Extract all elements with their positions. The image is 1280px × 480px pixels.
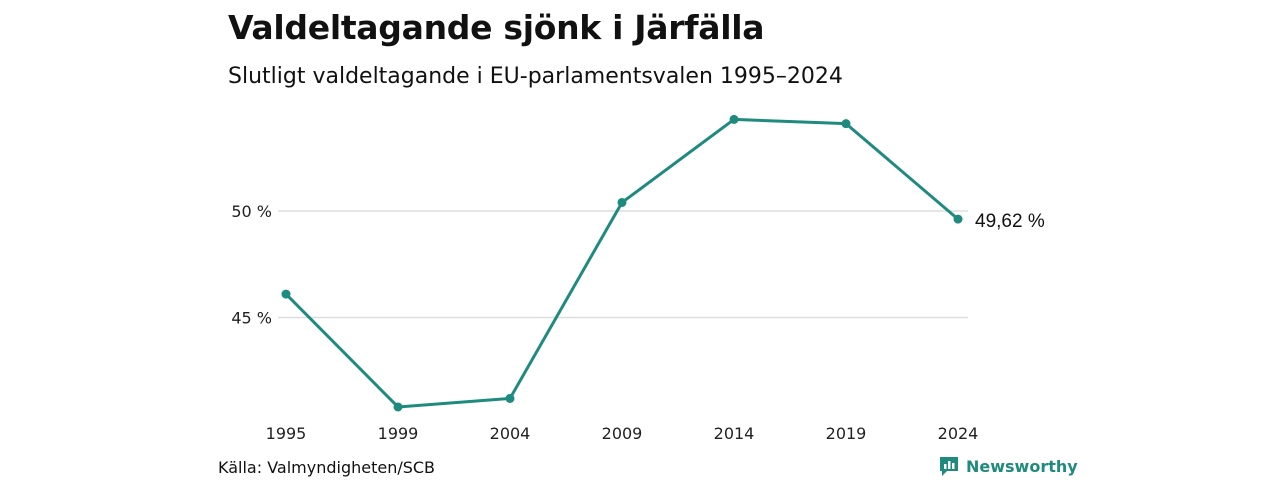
data-point-2004	[505, 393, 515, 403]
newsworthy-logo-icon	[940, 457, 958, 476]
gridlines	[278, 210, 968, 319]
data-points	[281, 114, 963, 412]
x-tick-label-1995: 1995	[266, 424, 307, 443]
data-point-2009	[617, 197, 627, 207]
data-point-1999	[393, 402, 403, 412]
end-value-label: 49,62 %	[975, 211, 1045, 232]
x-tick-label-2019: 2019	[826, 424, 867, 443]
data-point-2019	[841, 119, 851, 129]
x-tick-label-2024: 2024	[938, 424, 979, 443]
chart-subtitle: Slutligt valdeltagande i EU-parlamentsva…	[228, 64, 843, 89]
x-tick-label-2009: 2009	[602, 424, 643, 443]
chart-title: Valdeltagande sjönk i Järfälla	[228, 8, 765, 47]
x-tick-label-2014: 2014	[714, 424, 755, 443]
series-line	[284, 117, 959, 409]
y-tick-label-0: 45 %	[231, 309, 272, 328]
y-axis-ticks: 45 % 50 %	[231, 202, 272, 328]
x-axis-ticks: 1995 1999 2004 2009 2014 2019 2024	[266, 424, 979, 443]
brand-logo[interactable]: Newsworthy	[938, 455, 1078, 477]
data-point-1995	[281, 289, 291, 299]
data-point-2024	[953, 214, 963, 224]
data-point-2014	[729, 114, 739, 124]
brand-name: Newsworthy	[966, 456, 1078, 476]
x-tick-label-1999: 1999	[378, 424, 419, 443]
x-tick-label-2004: 2004	[490, 424, 531, 443]
source-note: Källa: Valmyndigheten/SCB	[218, 458, 436, 477]
y-tick-label-1: 50 %	[231, 202, 272, 221]
